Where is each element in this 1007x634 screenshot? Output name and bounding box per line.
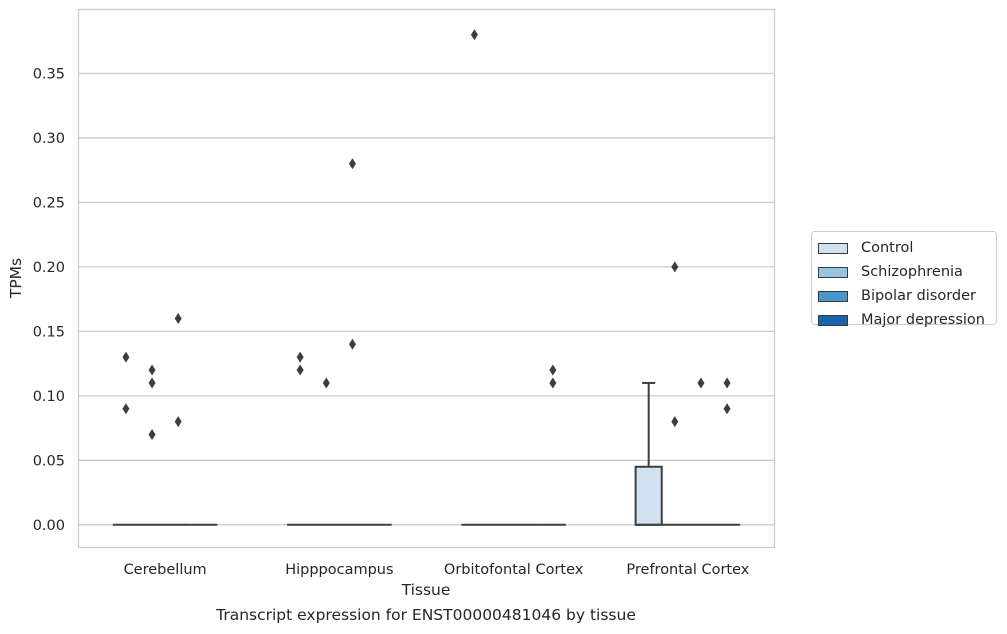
box-group bbox=[661, 261, 688, 526]
legend-label: Bipolar disorder bbox=[861, 288, 976, 304]
plot-area bbox=[112, 29, 741, 526]
x-tick-labels: Cerebellum Hipppocampus Orbitofontal Corte… bbox=[124, 562, 750, 578]
outlier-point bbox=[697, 377, 705, 389]
outlier-point bbox=[148, 364, 156, 376]
legend-swatch bbox=[818, 266, 848, 278]
legend-swatch bbox=[818, 242, 848, 254]
legend-label: Control bbox=[861, 240, 914, 256]
box-group bbox=[339, 158, 366, 526]
box-group bbox=[461, 29, 488, 526]
outlier-point bbox=[122, 351, 130, 363]
box-group bbox=[112, 351, 139, 526]
outlier-point bbox=[148, 429, 156, 441]
y-tick-label: 0.25 bbox=[33, 195, 65, 211]
outlier-point bbox=[296, 351, 304, 363]
outlier-point bbox=[671, 416, 679, 428]
plot-frame bbox=[77, 8, 776, 549]
outlier-point bbox=[723, 377, 731, 389]
legend-swatch bbox=[818, 290, 848, 302]
box-group bbox=[634, 381, 663, 526]
outlier-point bbox=[348, 338, 356, 350]
box-group bbox=[539, 364, 566, 526]
chart-caption: Transcript expression for ENST0000048104… bbox=[216, 606, 636, 624]
outlier-point bbox=[549, 364, 557, 376]
box-group bbox=[687, 377, 715, 526]
y-tick-label: 0.00 bbox=[33, 518, 65, 534]
y-axis-label: TPMs bbox=[7, 258, 25, 299]
box-group bbox=[138, 364, 166, 526]
box-group bbox=[313, 377, 340, 526]
legend-item: Control bbox=[818, 236, 996, 260]
outlier-point bbox=[322, 377, 330, 389]
outlier-point bbox=[723, 403, 731, 415]
x-tick-label: Prefrontal Cortex bbox=[626, 562, 749, 578]
y-tick-label: 0.30 bbox=[33, 131, 65, 147]
box-group bbox=[714, 377, 741, 526]
y-tick-label: 0.20 bbox=[33, 260, 65, 276]
y-tick-label: 0.10 bbox=[33, 389, 65, 405]
y-tick-label: 0.35 bbox=[33, 66, 65, 82]
legend-swatch bbox=[818, 314, 848, 326]
legend: Control Schizophrenia Bipolar disorder M… bbox=[811, 231, 997, 328]
outlier-point bbox=[470, 29, 478, 41]
legend-label: Major depression bbox=[861, 312, 985, 328]
outlier-point bbox=[174, 416, 182, 428]
legend-item: Schizophrenia bbox=[818, 260, 996, 284]
grid-lines bbox=[78, 72, 775, 526]
x-tick-label: Orbitofontal Cortex bbox=[444, 562, 584, 578]
outlier-point bbox=[671, 261, 679, 273]
outlier-point bbox=[348, 158, 356, 170]
x-tick-label: Hipppocampus bbox=[285, 562, 393, 578]
outlier-point bbox=[549, 377, 557, 389]
x-tick-label: Cerebellum bbox=[124, 562, 207, 578]
legend-item: Bipolar disorder bbox=[818, 284, 996, 308]
box-group bbox=[165, 312, 192, 526]
outlier-point bbox=[296, 364, 304, 376]
outlier-point bbox=[148, 377, 156, 389]
y-tick-label: 0.05 bbox=[33, 453, 65, 469]
legend-label: Schizophrenia bbox=[861, 264, 963, 280]
box-group bbox=[287, 351, 314, 526]
legend-item: Major depression bbox=[818, 308, 996, 332]
outlier-point bbox=[122, 403, 130, 415]
y-tick-label: 0.15 bbox=[33, 324, 65, 340]
y-tick-labels: 0.00 0.05 0.10 0.15 0.20 0.25 0.30 0.35 bbox=[33, 66, 65, 533]
outlier-point bbox=[174, 312, 182, 324]
box bbox=[634, 465, 663, 526]
x-axis-label: Tissue bbox=[401, 581, 451, 599]
